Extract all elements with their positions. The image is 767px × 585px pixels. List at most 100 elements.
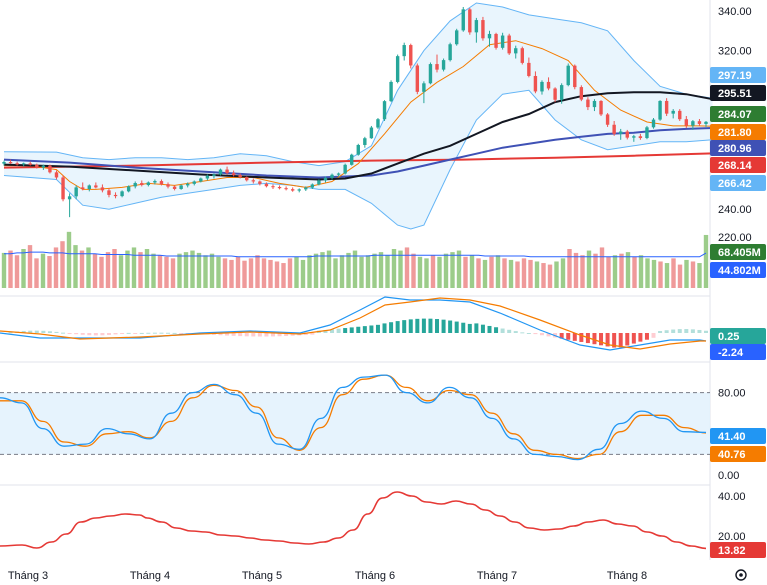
candle-body bbox=[454, 30, 459, 45]
candle-body bbox=[205, 175, 210, 179]
macd-histogram-bar bbox=[74, 333, 79, 335]
macd-histogram-bar bbox=[100, 333, 105, 336]
vol-volume-last-tag-text: 68.405M bbox=[718, 247, 761, 259]
macd-histogram-bar bbox=[382, 323, 387, 333]
candle-body bbox=[2, 162, 6, 164]
candle-body bbox=[422, 83, 426, 92]
macd-histogram-bar bbox=[441, 319, 446, 333]
volume-bar bbox=[697, 263, 702, 288]
volume-bar bbox=[105, 252, 111, 288]
candle-body bbox=[35, 164, 39, 168]
volume-bar bbox=[164, 256, 169, 288]
volume-bar bbox=[131, 247, 137, 288]
candle-body bbox=[284, 188, 288, 190]
macd-panel bbox=[0, 296, 708, 351]
candle-body bbox=[494, 33, 498, 48]
price-tick-label: 320.00 bbox=[718, 46, 752, 58]
candle-body bbox=[382, 101, 387, 120]
volume-bar bbox=[411, 253, 416, 288]
vol-volume-ma-tag-text: 44.802M bbox=[718, 265, 761, 277]
value-tags: 297.19 295.51 284.07 281.80 280.96 268.14 266.… bbox=[710, 67, 766, 558]
volume-bar bbox=[443, 253, 449, 288]
candle-body bbox=[343, 164, 347, 174]
month-label: Tháng 4 bbox=[130, 570, 170, 582]
macd-histogram-bar bbox=[435, 319, 440, 333]
candle-body bbox=[592, 100, 597, 108]
volume-bar bbox=[287, 258, 293, 288]
volume-bar bbox=[573, 252, 579, 288]
stoch-stoch-d-tag-bg bbox=[710, 446, 766, 462]
volume-bar bbox=[541, 263, 546, 288]
volume-bar bbox=[554, 261, 559, 288]
macd-histogram-bar bbox=[428, 318, 433, 333]
candle-body bbox=[61, 177, 65, 200]
volume-bar bbox=[313, 253, 319, 288]
macd-histogram-bar bbox=[461, 322, 466, 333]
macd-histogram-bar bbox=[375, 324, 380, 333]
macd-histogram-bar bbox=[448, 320, 453, 333]
macd-histogram-bar bbox=[8, 332, 13, 334]
macd-histogram-bar bbox=[480, 324, 485, 333]
macd-histogram-bar bbox=[257, 333, 262, 337]
volume-bar bbox=[222, 258, 228, 288]
volume-bar bbox=[469, 255, 475, 288]
volume-bar bbox=[79, 250, 85, 288]
candle-body bbox=[218, 169, 223, 175]
volume-bar bbox=[235, 256, 241, 288]
macd-histogram-bar bbox=[113, 333, 118, 335]
macd-histogram-bar bbox=[415, 318, 420, 333]
macd-signal-line bbox=[0, 297, 706, 350]
candle-body bbox=[619, 131, 623, 134]
volume-bar bbox=[352, 250, 358, 288]
month-label: Tháng 6 bbox=[355, 570, 395, 582]
volume-bar bbox=[456, 250, 462, 288]
gear-icon[interactable] bbox=[735, 569, 747, 581]
candle-body bbox=[566, 65, 570, 86]
volume-bar bbox=[502, 258, 507, 288]
macd-histogram-bar bbox=[231, 333, 236, 336]
candle-body bbox=[133, 183, 137, 187]
candle-body bbox=[553, 88, 557, 100]
rsi-panel bbox=[0, 491, 707, 550]
macd-histogram-bar bbox=[251, 333, 256, 337]
candle-body bbox=[435, 64, 439, 70]
volume-bar bbox=[216, 256, 221, 288]
macd-histogram-bar bbox=[362, 326, 367, 333]
macd-histogram-bar bbox=[618, 333, 623, 348]
rsi-tick-label: 40.00 bbox=[718, 491, 746, 503]
candle-body bbox=[520, 48, 524, 63]
volume-bar bbox=[437, 256, 442, 288]
volume-bar bbox=[391, 249, 397, 288]
macd-histogram-bar bbox=[658, 331, 663, 333]
volume-bar bbox=[274, 261, 280, 288]
macd-histogram-bar bbox=[421, 318, 426, 333]
macd-histogram-bar bbox=[559, 333, 564, 339]
gear-icon-ring bbox=[735, 569, 747, 581]
candle-body bbox=[87, 185, 91, 189]
volume-bar bbox=[170, 258, 176, 288]
volume-bar bbox=[463, 256, 468, 288]
macd-macd-line-tag-text: -2.24 bbox=[718, 347, 744, 359]
macd-histogram-bar bbox=[290, 333, 295, 336]
macd-histogram-bar bbox=[244, 333, 249, 337]
volume-bar bbox=[86, 247, 91, 288]
macd-histogram-bar bbox=[546, 333, 551, 337]
macd-histogram-bar bbox=[166, 332, 171, 334]
macd-histogram-bar bbox=[41, 330, 46, 333]
macd-histogram-bar bbox=[152, 332, 157, 334]
candle-body bbox=[474, 20, 479, 33]
candle-body bbox=[8, 162, 13, 164]
candle-body bbox=[186, 183, 190, 186]
volume-bar bbox=[359, 256, 364, 288]
stoch-k-line bbox=[0, 374, 707, 461]
candle-body bbox=[527, 62, 531, 76]
volume-bar bbox=[515, 261, 520, 288]
candle-body bbox=[409, 45, 413, 66]
volume-bar bbox=[209, 253, 215, 288]
macd-histogram-bar bbox=[454, 321, 459, 333]
macd-histogram-bar bbox=[303, 333, 308, 336]
candle-body bbox=[651, 119, 656, 128]
candle-body bbox=[310, 184, 315, 188]
candle-body bbox=[212, 174, 216, 176]
candle-body bbox=[166, 184, 170, 187]
